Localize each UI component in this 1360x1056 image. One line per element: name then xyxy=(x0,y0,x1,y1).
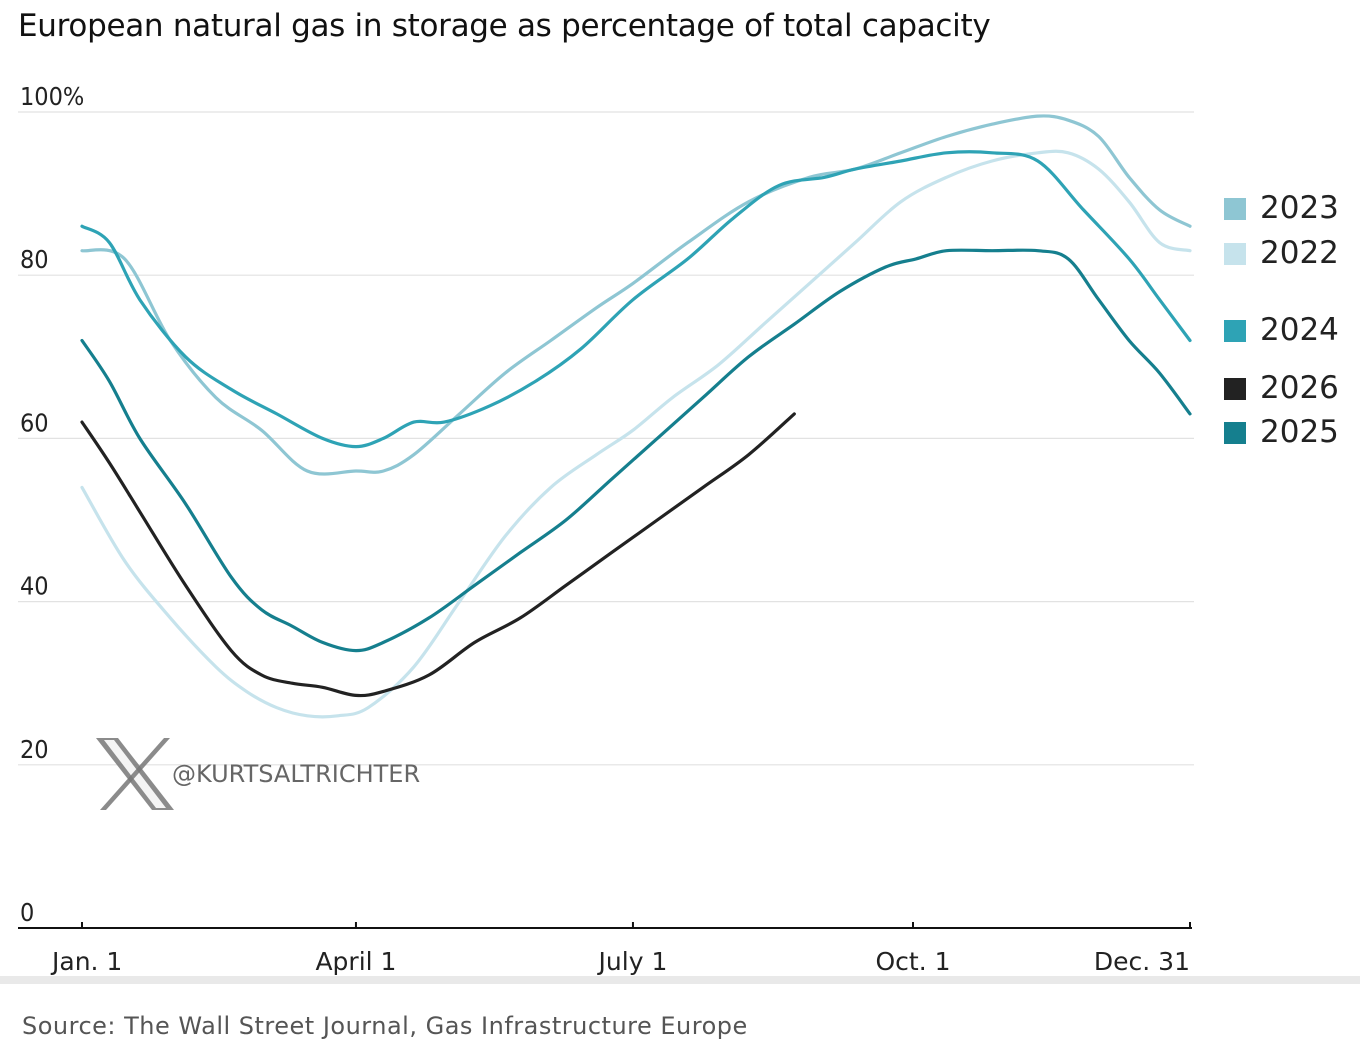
y-tick-label-20: 20 xyxy=(20,735,49,764)
series-line-2023 xyxy=(80,114,1192,476)
legend-label-2026: 2026 xyxy=(1260,370,1339,406)
y-tick-label-60: 60 xyxy=(20,408,49,437)
series-line-2025 xyxy=(80,248,1192,653)
x-logo-icon xyxy=(96,738,174,810)
x-axis: Jan. 1 April 1 July 1 Oct. 1 Dec. 31 xyxy=(18,922,1192,976)
x-tick-label-4: Dec. 31 xyxy=(1094,947,1190,976)
x-tick-label-0: Jan. 1 xyxy=(50,947,122,976)
x-tick-label-2: July 1 xyxy=(597,947,668,976)
legend-label-2023: 2023 xyxy=(1260,190,1339,226)
legend-swatch-2025 xyxy=(1224,422,1246,444)
y-axis-ticks: 100% 80 60 40 20 0 xyxy=(20,82,84,927)
watermark: @KURTSALTRICHTER xyxy=(96,738,420,810)
legend-label-2022: 2022 xyxy=(1260,235,1339,271)
source-note: Source: The Wall Street Journal, Gas Inf… xyxy=(22,1012,748,1040)
y-tick-label-80: 80 xyxy=(20,245,49,274)
chart-svg: 100% 80 60 40 20 0 Jan. 1 April 1 July 1 Oct. 1 D… xyxy=(18,82,1339,976)
series-line-2024 xyxy=(80,150,1192,449)
x-tick-label-1: April 1 xyxy=(315,947,396,976)
legend-swatch-2022 xyxy=(1224,243,1246,265)
legend-label-2024: 2024 xyxy=(1260,312,1339,348)
series-line-2026 xyxy=(80,412,796,698)
series-lines xyxy=(80,114,1192,719)
legend-swatch-2023 xyxy=(1224,198,1246,220)
footer-separator xyxy=(0,976,1360,984)
gridlines xyxy=(18,111,1194,766)
y-tick-label-40: 40 xyxy=(20,572,49,601)
series-line-2022 xyxy=(80,149,1192,719)
legend: 2023 2022 2024 2026 2025 xyxy=(1224,190,1339,450)
chart-title: European natural gas in storage as perce… xyxy=(18,8,991,44)
legend-label-2025: 2025 xyxy=(1260,414,1339,450)
legend-swatch-2026 xyxy=(1224,378,1246,400)
y-tick-label-100: 100% xyxy=(20,82,84,111)
watermark-handle: @KURTSALTRICHTER xyxy=(172,760,420,788)
x-tick-label-3: Oct. 1 xyxy=(875,947,950,976)
legend-swatch-2024 xyxy=(1224,320,1246,342)
y-tick-label-0: 0 xyxy=(20,898,34,927)
